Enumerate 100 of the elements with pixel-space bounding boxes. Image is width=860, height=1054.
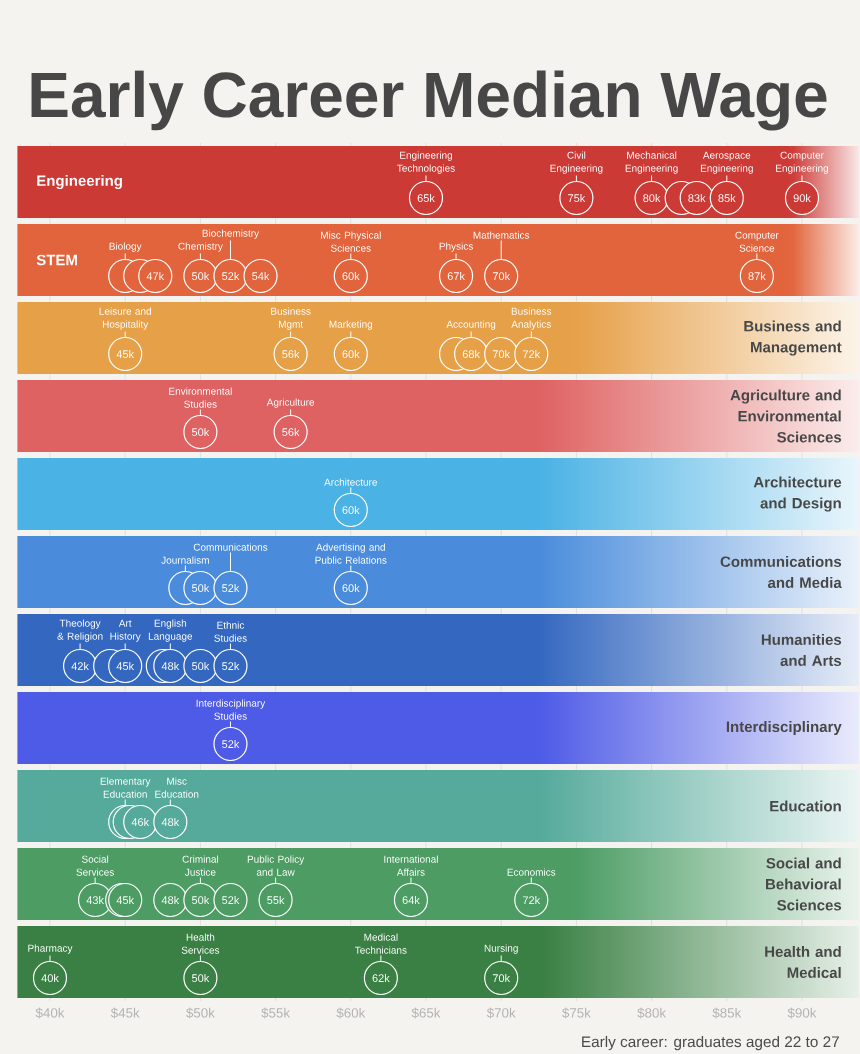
data-label: 70k xyxy=(492,973,511,983)
y-tick-label: Education xyxy=(770,800,841,812)
x-tick-label: $75k xyxy=(562,1007,591,1019)
data-label: 56k xyxy=(282,349,300,359)
x-tick-label: $45k xyxy=(110,1007,140,1019)
annotation: Mathematics xyxy=(473,231,530,239)
data-label: 60k xyxy=(342,583,360,593)
annotation: Computer Science xyxy=(735,231,779,252)
data-label: 55k xyxy=(267,895,285,905)
y-tick-label: Health and Medical xyxy=(765,945,841,979)
y-tick-label: Agriculture and Environmental Sciences xyxy=(730,389,842,443)
data-label: 67k xyxy=(447,271,465,281)
data-label: 50k xyxy=(191,895,210,905)
data-label: 62k xyxy=(372,973,390,983)
annotation: Chemistry xyxy=(178,242,223,252)
annotation: Misc Education xyxy=(155,777,199,798)
x-tick-label: $80k xyxy=(637,1007,667,1019)
data-label: 52k xyxy=(222,895,240,905)
x-tick-label: $60k xyxy=(336,1007,366,1019)
annotation: Biology xyxy=(109,242,142,252)
annotation: Advertising and Public Relations xyxy=(315,543,387,564)
data-label: 50k xyxy=(191,271,210,281)
annotation: Business Analytics xyxy=(511,307,552,330)
annotation: Physics xyxy=(439,242,473,252)
annotation: Communications xyxy=(193,543,268,551)
annotation: Business Mgmt xyxy=(271,307,311,330)
x-tick-label: $40k xyxy=(35,1007,65,1019)
chart-title: Early Career Median Wage xyxy=(31,70,827,131)
data-label: 43k xyxy=(86,895,104,905)
data-label: 87k xyxy=(748,271,766,281)
data-label: 50k xyxy=(191,973,210,983)
x-tick-label: $85k xyxy=(712,1007,742,1019)
data-label: 50k xyxy=(191,661,210,671)
data-label: 50k xyxy=(191,583,210,593)
data-label: 42k xyxy=(71,662,89,670)
data-label: 60k xyxy=(342,505,360,515)
text: Early career: graduates aged 22 to 27 xyxy=(582,1035,839,1051)
annotation: Agriculture xyxy=(266,398,315,408)
data-label: 54k xyxy=(252,271,270,281)
data-label: 70k xyxy=(492,271,511,281)
data-label: 83k xyxy=(688,193,706,203)
data-label: 46k xyxy=(131,817,150,827)
data-label: 48k xyxy=(161,895,180,905)
y-tick-label: Social and Behavioral Sciences xyxy=(766,857,842,911)
annotation: Mechanical Engineering xyxy=(625,151,678,174)
annotation: Leisure and Hospitality xyxy=(99,307,151,330)
data-label: 45k xyxy=(116,895,135,905)
annotation: Interdisciplinary Studies xyxy=(196,699,266,720)
data-label: 47k xyxy=(146,272,165,280)
data-label: 72k xyxy=(522,350,541,358)
data-label: 48k xyxy=(161,817,180,827)
data-label: 60k xyxy=(342,349,360,359)
annotation: Nursing xyxy=(484,944,518,954)
data-label: 52k xyxy=(222,271,240,281)
annotation: English Language xyxy=(148,619,193,642)
data-label: 48k xyxy=(161,661,180,671)
y-tick-label: Interdisciplinary xyxy=(726,721,842,735)
data-label: 85k xyxy=(718,193,736,203)
x-tick-label: $55k xyxy=(261,1007,291,1019)
annotation: Misc Physical Sciences xyxy=(321,231,381,252)
annotation: Pharmacy xyxy=(28,944,73,954)
annotation: Biochemistry xyxy=(202,229,260,239)
annotation: International Affairs xyxy=(384,855,438,876)
annotation: Art History xyxy=(110,619,141,642)
x-tick-label: $90k xyxy=(787,1007,817,1019)
x-tick-label: $50k xyxy=(186,1007,215,1019)
x-tick-label: $65k xyxy=(411,1007,441,1019)
data-label: 64k xyxy=(402,895,420,905)
annotation: Aerospace Engineering xyxy=(700,151,753,174)
annotation: Criminal Justice xyxy=(182,855,219,876)
data-label: 52k xyxy=(222,661,240,671)
data-label: 50k xyxy=(191,427,210,437)
annotation: Elementary Education xyxy=(100,777,151,798)
y-tick-label: Communications and Media xyxy=(720,555,842,589)
annotation: Public Policy and Law xyxy=(247,855,305,876)
annotation: Civil Engineering xyxy=(550,151,603,174)
annotation: Computer Engineering xyxy=(776,151,829,174)
data-label: 45k xyxy=(116,661,135,671)
annotation: Engineering Technologies xyxy=(397,151,455,174)
x-tick-label: $70k xyxy=(486,1007,516,1019)
annotation: Marketing xyxy=(329,320,373,330)
data-label: 72k xyxy=(522,896,541,904)
annotation: Architecture xyxy=(324,478,378,486)
annotation: Theology & Religion xyxy=(57,619,103,642)
annotation: Social Services xyxy=(76,855,114,876)
annotation: Journalism xyxy=(161,556,209,564)
data-label: 65k xyxy=(417,193,435,203)
data-label: 52k xyxy=(222,739,240,749)
data-label: 52k xyxy=(222,583,240,593)
y-tick-label: Business and Management xyxy=(744,320,842,356)
data-label: 90k xyxy=(793,193,811,203)
data-label: 75k xyxy=(568,193,586,203)
annotation: Accounting xyxy=(446,320,496,330)
annotation: Economics xyxy=(507,868,556,876)
data-label: 68k xyxy=(462,349,480,359)
y-tick-label: Architecture and Design xyxy=(753,476,842,512)
data-label: 40k xyxy=(41,973,59,983)
data-label: 70k xyxy=(492,349,511,359)
y-tick-label: Engineering xyxy=(37,174,122,190)
data-label: 60k xyxy=(342,271,360,281)
